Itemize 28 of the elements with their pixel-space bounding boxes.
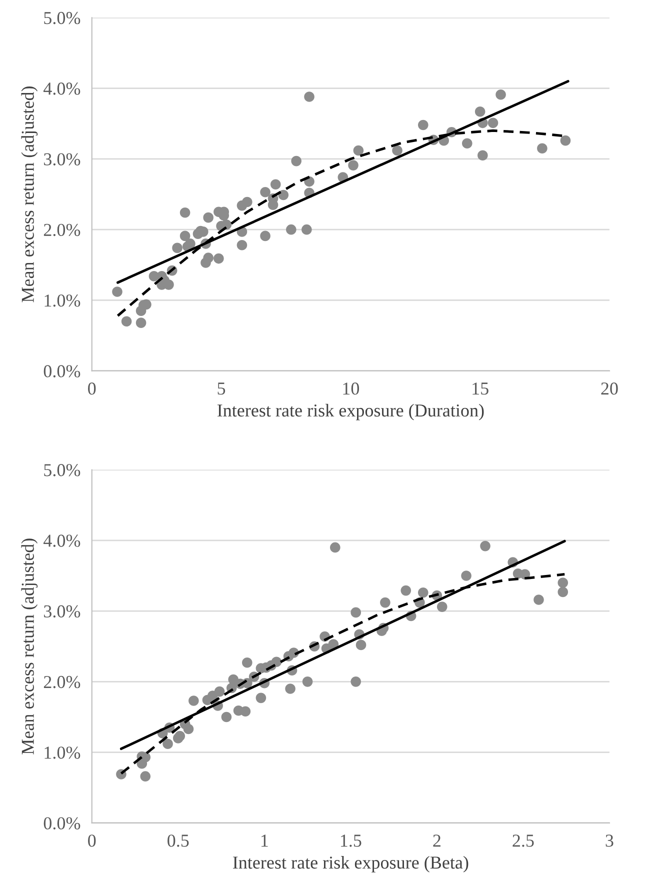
x-tick-label: 0 (88, 382, 96, 395)
x-tick-label: 1 (261, 834, 268, 847)
y-tick-label: 4.0% (44, 534, 80, 547)
x-tick-label: 3 (606, 834, 614, 847)
y-tick-label: 0.0% (44, 817, 80, 830)
x-tick-label: 2 (433, 834, 440, 847)
x-tick-label: 2.5 (512, 834, 534, 847)
y-tick-label: 3.0% (44, 153, 80, 166)
x-axis-title: Interest rate risk exposure (Duration) (217, 404, 484, 420)
y-tick-label: 2.0% (44, 676, 80, 688)
x-tick-label: 0 (88, 834, 96, 847)
x-tick-label: 10 (343, 382, 360, 395)
y-tick-label: 1.0% (44, 294, 80, 307)
y-tick-label: 1.0% (44, 746, 80, 759)
y-tick-label: 3.0% (44, 605, 80, 618)
x-tick-label: 5 (218, 382, 226, 395)
x-axis-title: Interest rate risk exposure (Beta) (233, 856, 468, 872)
y-tick-label: 0.0% (44, 365, 80, 378)
y-tick-label: 2.0% (44, 224, 80, 236)
x-tick-label: 0.5 (168, 834, 189, 847)
y-axis-title: Mean excess return (adjusted) (21, 86, 38, 302)
x-tick-label: 20 (601, 382, 618, 395)
x-tick-label: 1.5 (340, 834, 362, 847)
y-axis-title: Mean excess return (adjusted) (21, 538, 38, 754)
x-tick-label: 15 (472, 382, 488, 395)
y-tick-label: 5.0% (44, 12, 80, 24)
y-tick-label: 5.0% (44, 464, 80, 476)
y-tick-label: 4.0% (44, 82, 80, 95)
